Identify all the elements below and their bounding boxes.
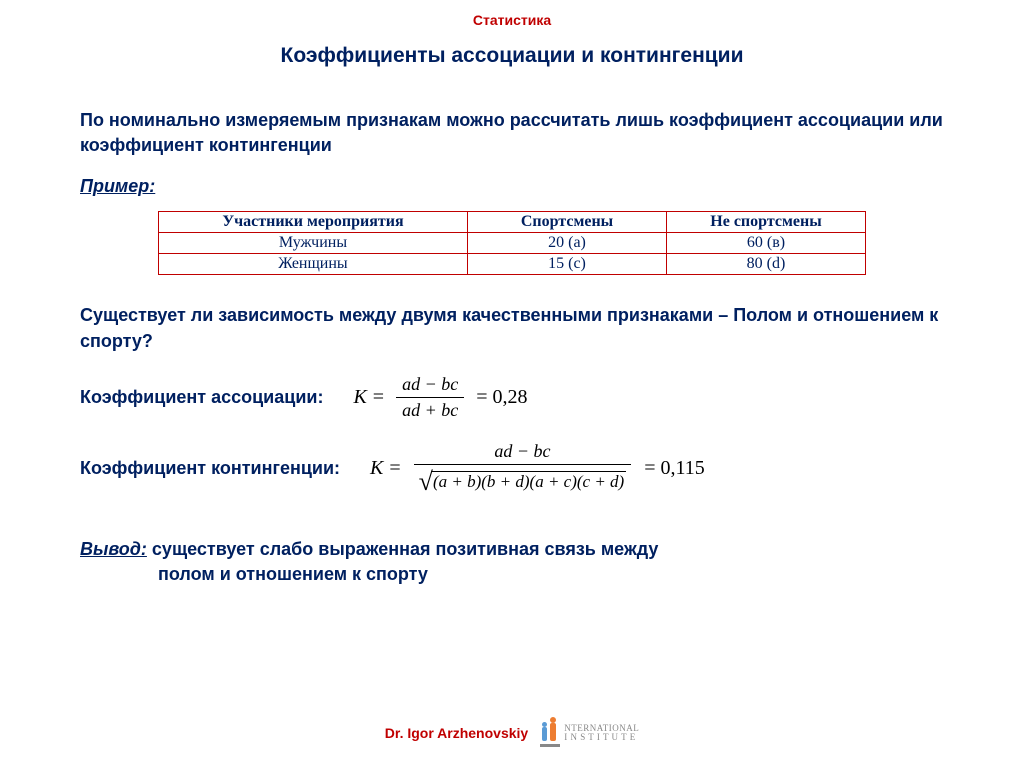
table-cell: Женщины — [159, 254, 468, 275]
table-header: Спортсмены — [468, 212, 667, 233]
formula-K: K — [370, 457, 383, 480]
header-subject: Статистика — [0, 0, 1024, 28]
sqrt-body: (a + b)(b + d)(a + c)(c + d) — [431, 471, 626, 492]
formula-result: = 0,28 — [476, 386, 527, 409]
formula-eq: = — [389, 457, 400, 480]
footer-author: Dr. Igor Arzhenovskiy — [385, 725, 528, 741]
sqrt: √ (a + b)(b + d)(a + c)(c + d) — [419, 467, 627, 497]
formula-result: = 0,115 — [644, 457, 705, 480]
table-row: Мужчины 20 (a) 60 (в) — [159, 233, 866, 254]
footer: Dr. Igor Arzhenovskiy NTERNATIONALI N S … — [0, 719, 1024, 747]
formula-numerator: ad − bc — [396, 374, 464, 398]
table-header: Участники мероприятия — [159, 212, 468, 233]
formula-fraction: ad − bc √ (a + b)(b + d)(a + c)(c + d) — [413, 441, 633, 497]
contingency-label: Коэффициент контингенции: — [80, 458, 340, 479]
formula-denominator: √ (a + b)(b + d)(a + c)(c + d) — [413, 465, 633, 497]
content-area: По номинально измеряемым признакам можно… — [0, 108, 1024, 587]
table-header: Не спортсмены — [667, 212, 866, 233]
table-cell: 60 (в) — [667, 233, 866, 254]
conclusion-lead: Вывод: — [80, 539, 147, 559]
table-cell: 20 (a) — [468, 233, 667, 254]
association-row: Коэффициент ассоциации: K = ad − bc ad +… — [80, 374, 944, 421]
formula-fraction: ad − bc ad + bc — [396, 374, 464, 421]
contingency-formula: K = ad − bc √ (a + b)(b + d)(a + c)(c + … — [370, 441, 705, 497]
conclusion: Вывод: существует слабо выраженная позит… — [80, 537, 944, 587]
association-formula: K = ad − bc ad + bc = 0,28 — [353, 374, 527, 421]
conclusion-line1: Вывод: существует слабо выраженная позит… — [80, 537, 944, 562]
table-header-row: Участники мероприятия Спортсмены Не спор… — [159, 212, 866, 233]
intro-text: По номинально измеряемым признакам можно… — [80, 108, 944, 158]
table-cell: Мужчины — [159, 233, 468, 254]
conclusion-line2: полом и отношением к спорту — [80, 562, 944, 587]
conclusion-text1: существует слабо выраженная позитивная с… — [147, 539, 658, 559]
table-cell: 15 (с) — [468, 254, 667, 275]
logo-text: NTERNATIONALI N S T I T U T E — [564, 724, 639, 742]
page-title: Коэффициенты ассоциации и контингенции — [0, 44, 1024, 68]
association-label: Коэффициент ассоциации: — [80, 387, 323, 408]
table-row: Женщины 15 (с) 80 (d) — [159, 254, 866, 275]
formula-denominator: ad + bc — [396, 398, 464, 421]
formula-eq: = — [373, 386, 384, 409]
footer-logo: NTERNATIONALI N S T I T U T E — [540, 719, 639, 747]
contingency-row: Коэффициент контингенции: K = ad − bc √ … — [80, 441, 944, 497]
table-cell: 80 (d) — [667, 254, 866, 275]
example-label: Пример: — [80, 176, 944, 197]
formula-K: K — [353, 386, 366, 409]
data-table: Участники мероприятия Спортсмены Не спор… — [158, 211, 866, 275]
question-text: Существует ли зависимость между двумя ка… — [80, 303, 944, 353]
logo-icon — [540, 719, 560, 747]
formula-numerator: ad − bc — [414, 441, 630, 465]
